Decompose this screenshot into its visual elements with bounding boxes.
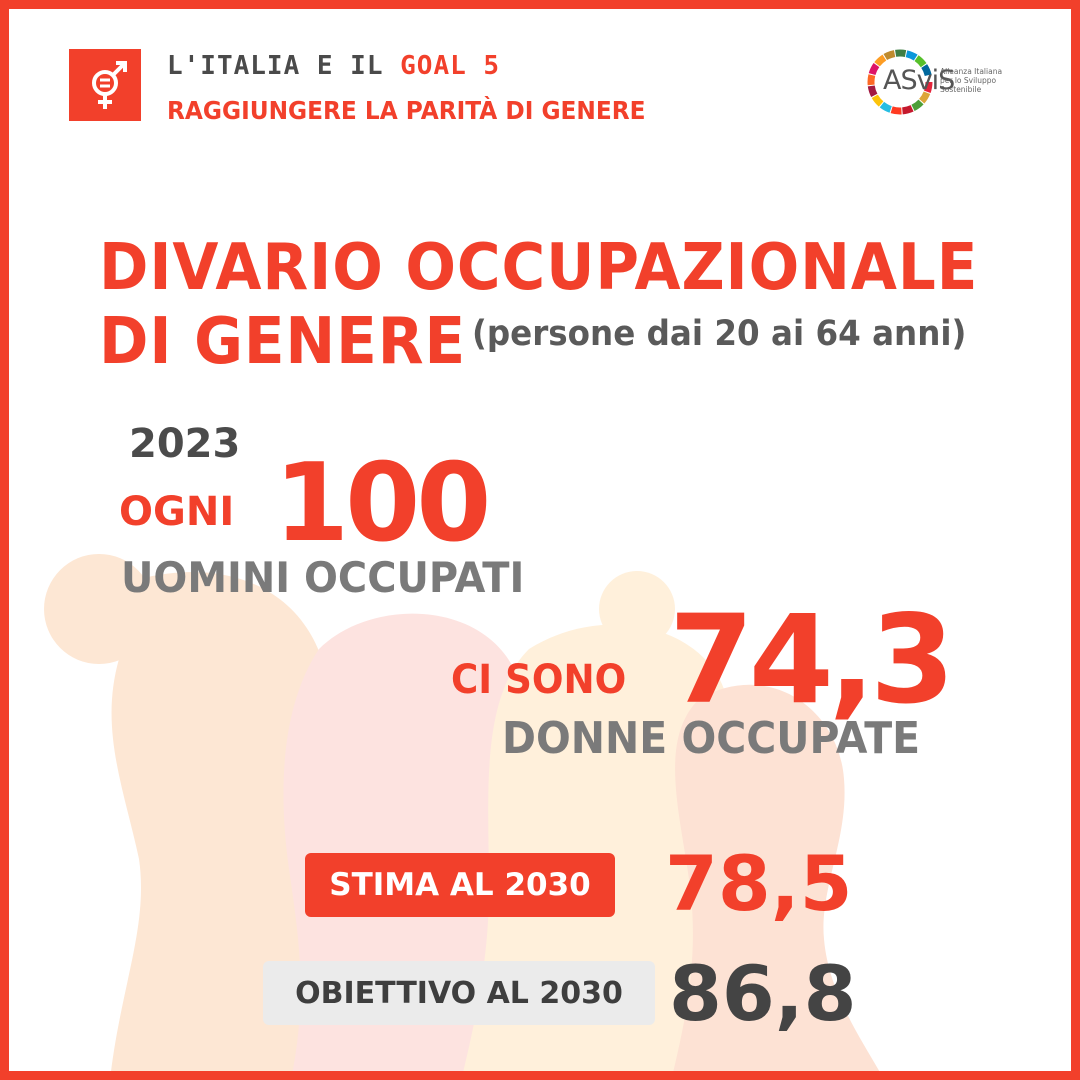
women-employed-label: DONNE OCCUPATE [502,713,921,764]
target-2030-value: 86,8 [669,949,857,1038]
men-employed-label: UOMINI OCCUPATI [121,553,525,602]
main-subtitle: (persone dai 20 ai 64 anni) [472,314,967,354]
women-silhouettes-illustration [44,554,880,1071]
estimate-2030-value: 78,5 [665,839,853,928]
header-goal-heading: L'ITALIA E IL GOAL 5 [167,51,500,81]
header-goal-subtitle: RAGGIUNGERE LA PARITÀ DI GENERE [167,96,646,125]
target-2030-badge: OBIETTIVO AL 2030 [263,961,655,1025]
gender-equality-icon [69,49,141,121]
header-goal-number: GOAL 5 [400,51,501,81]
logo-name: ASviS [883,65,955,96]
silhouette-right-front [673,684,880,1071]
stat-year: 2023 [129,421,241,467]
stat-ogni-label: OGNI [119,489,235,535]
asvis-logo: ASviS Alleanza Italiana per lo Sviluppo … [865,47,1045,117]
logo-tagline-2: per lo Sviluppo [940,76,997,85]
logo-tagline-3: Sostenibile [940,85,982,94]
sdg-wheel-icon [867,49,933,115]
header-prefix: L'ITALIA E IL [167,51,384,81]
logo-tagline-1: Alleanza Italiana [940,67,1003,76]
men-employed-value: 100 [274,441,491,566]
main-title-line1: DIVARIO OCCUPAZIONALE [99,231,979,305]
women-employed-value: 74,3 [669,589,955,731]
main-title-line2: DI GENERE [99,305,467,379]
stat-ci-sono-label: CI SONO [451,657,627,703]
estimate-2030-badge: STIMA AL 2030 [305,853,615,917]
logo-tagline: Alleanza Italiana per lo Sviluppo Sosten… [940,67,1050,94]
